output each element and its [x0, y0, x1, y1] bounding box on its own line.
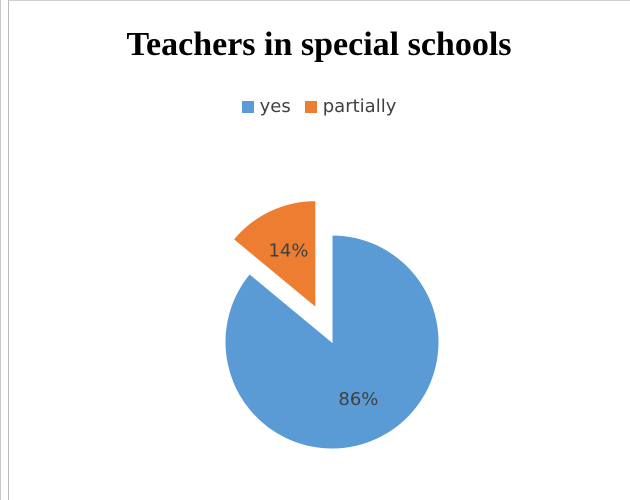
legend-swatch-partially — [304, 100, 317, 113]
pie-slice-partially — [232, 200, 317, 309]
legend-label-yes: yes — [259, 96, 291, 117]
chart-title: Teachers in special schools — [126, 26, 512, 63]
legend-item-partially: partially — [304, 96, 397, 117]
outer-border — [0, 0, 1, 500]
data-label-yes: 86% — [338, 389, 378, 410]
legend-label-partially: partially — [322, 96, 397, 117]
data-label-partially: 14% — [268, 241, 308, 262]
legend: yes partially — [8, 96, 630, 117]
legend-swatch-yes — [241, 100, 254, 113]
pie-slice-yes — [224, 234, 440, 450]
legend-item-yes: yes — [241, 96, 291, 117]
